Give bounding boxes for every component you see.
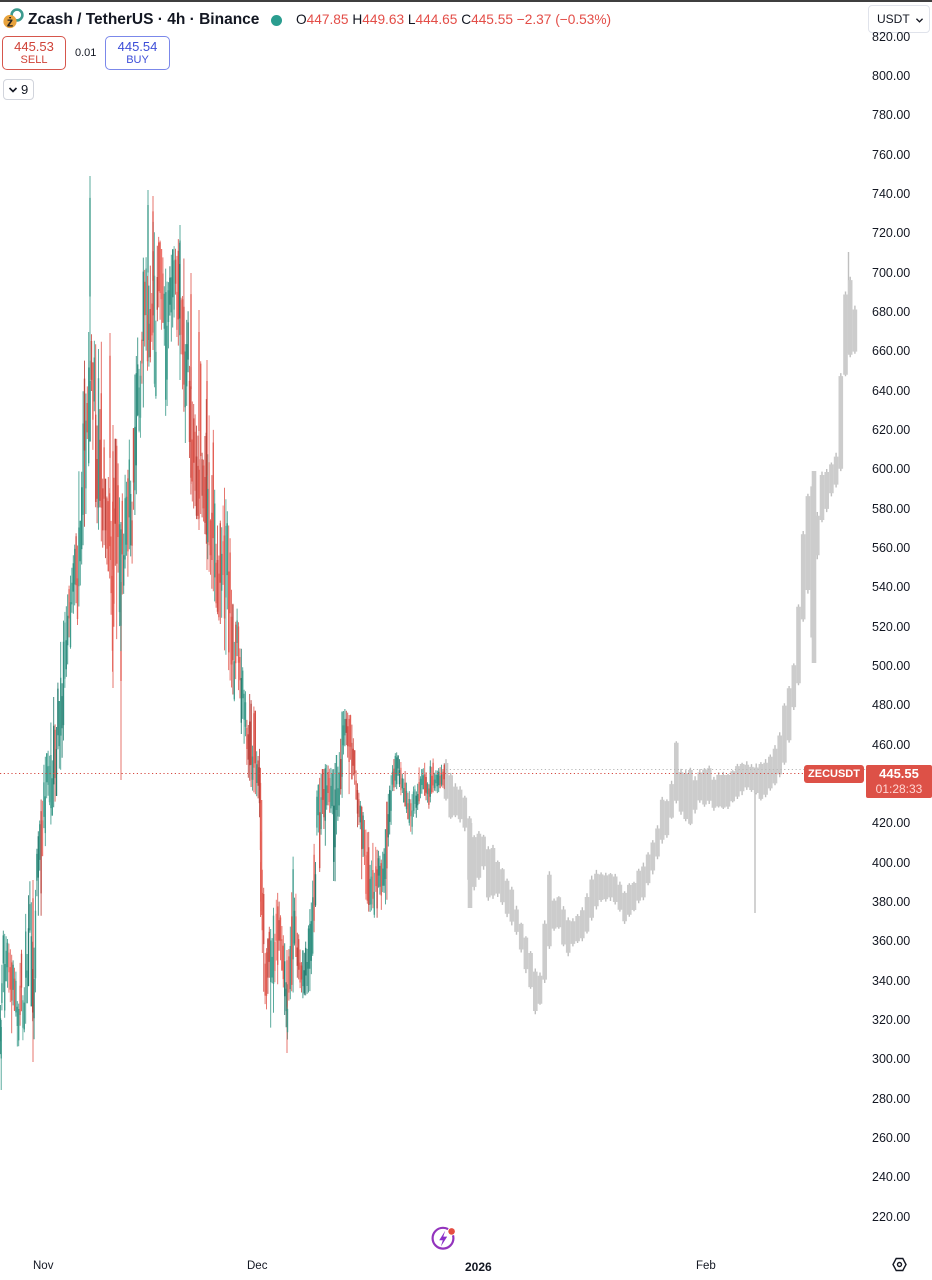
svg-text:ż: ż — [7, 15, 14, 30]
